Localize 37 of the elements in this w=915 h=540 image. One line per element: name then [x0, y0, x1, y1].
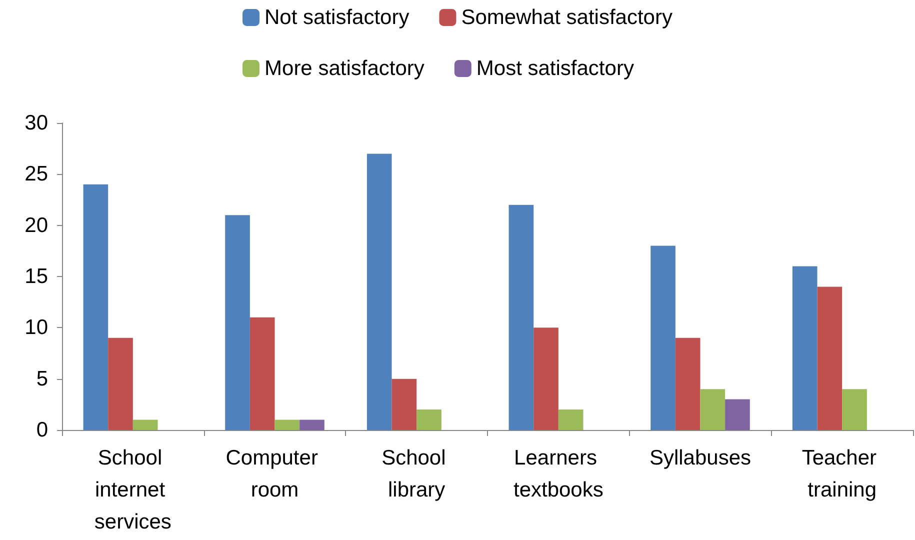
legend-label: Not satisfactory: [264, 6, 410, 29]
bar: [675, 338, 700, 430]
x-tick-label: Teacher training: [802, 446, 882, 502]
bar: [300, 420, 324, 430]
x-tick-label: Learners textbooks: [513, 446, 604, 502]
bar: [366, 154, 392, 430]
bar: [132, 420, 158, 430]
y-tick-label: 5: [36, 367, 48, 390]
bar: [274, 420, 300, 430]
bar: [534, 328, 558, 430]
bar: [842, 389, 867, 430]
bar: [416, 410, 442, 430]
y-tick-label: 30: [24, 112, 48, 134]
bar: [792, 266, 818, 430]
bar: [108, 338, 133, 430]
x-tick-label: Syllabuses: [649, 446, 752, 470]
legend-label: More satisfactory: [264, 57, 425, 80]
y-tick-label: 15: [24, 265, 48, 288]
bar: [83, 184, 108, 430]
y-tick-label: 10: [24, 316, 48, 340]
y-tick-label: 0: [36, 418, 48, 442]
y-tick-label: 20: [24, 214, 48, 237]
y-tick-label: 25: [24, 162, 48, 186]
bar: [817, 286, 842, 430]
x-tick-label: School internet services: [94, 446, 172, 534]
legend-label: Somewhat satisfactory: [461, 6, 673, 29]
bar: [558, 410, 584, 430]
x-tick-label: Computer room: [226, 446, 324, 502]
x-tick-label: School library: [382, 446, 452, 502]
bar: [225, 215, 250, 430]
bar: [508, 204, 534, 430]
legend-label: Most satisfactory: [476, 57, 634, 80]
bar: [700, 389, 726, 430]
bar: [392, 378, 417, 430]
bar: [250, 317, 275, 430]
bar: [725, 399, 750, 430]
bar: [650, 246, 676, 430]
